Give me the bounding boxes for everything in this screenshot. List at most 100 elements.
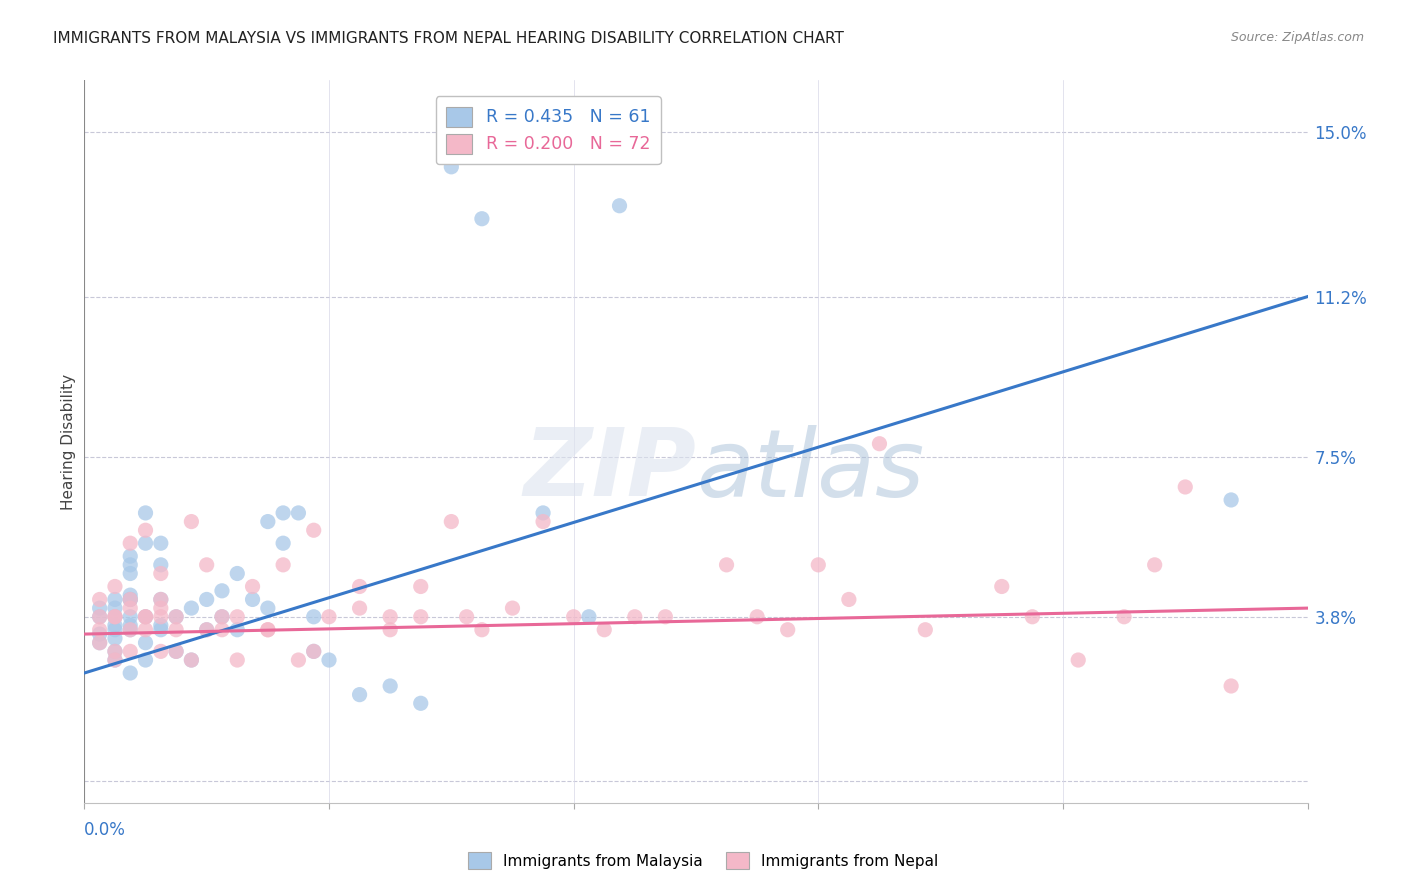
Point	[257, 623, 280, 637]
Point	[271, 558, 294, 572]
Point	[135, 609, 157, 624]
Point	[120, 566, 142, 581]
Point	[380, 609, 402, 624]
Point	[318, 609, 340, 624]
Point	[226, 623, 249, 637]
Point	[104, 623, 127, 637]
Point	[502, 601, 524, 615]
Point	[120, 588, 142, 602]
Point	[89, 636, 111, 650]
Point	[104, 644, 127, 658]
Point	[302, 644, 325, 658]
Point	[149, 601, 172, 615]
Point	[89, 627, 111, 641]
Point	[1143, 558, 1166, 572]
Text: 0.0%: 0.0%	[84, 822, 127, 839]
Point	[211, 583, 233, 598]
Point	[776, 623, 799, 637]
Point	[89, 609, 111, 624]
Point	[135, 609, 157, 624]
Point	[211, 609, 233, 624]
Point	[195, 592, 218, 607]
Point	[120, 601, 142, 615]
Point	[211, 609, 233, 624]
Point	[89, 601, 111, 615]
Point	[165, 609, 187, 624]
Point	[120, 623, 142, 637]
Point	[226, 653, 249, 667]
Point	[120, 549, 142, 564]
Point	[271, 506, 294, 520]
Point	[149, 592, 172, 607]
Point	[409, 579, 432, 593]
Point	[747, 609, 769, 624]
Legend: Immigrants from Malaysia, Immigrants from Nepal: Immigrants from Malaysia, Immigrants fro…	[461, 846, 945, 875]
Point	[120, 665, 142, 680]
Point	[440, 515, 463, 529]
Point	[120, 592, 142, 607]
Point	[471, 623, 494, 637]
Point	[104, 618, 127, 632]
Point	[409, 696, 432, 710]
Point	[120, 609, 142, 624]
Point	[578, 609, 600, 624]
Point	[287, 653, 309, 667]
Point	[531, 515, 554, 529]
Point	[104, 609, 127, 624]
Point	[120, 592, 142, 607]
Point	[149, 536, 172, 550]
Point	[104, 653, 127, 667]
Point	[716, 558, 738, 572]
Y-axis label: Hearing Disability: Hearing Disability	[60, 374, 76, 509]
Point	[349, 688, 371, 702]
Point	[104, 592, 127, 607]
Point	[211, 623, 233, 637]
Point	[135, 523, 157, 537]
Point	[135, 653, 157, 667]
Point	[624, 609, 647, 624]
Point	[302, 609, 325, 624]
Legend: R = 0.435   N = 61, R = 0.200   N = 72: R = 0.435 N = 61, R = 0.200 N = 72	[436, 96, 661, 164]
Point	[149, 618, 172, 632]
Point	[302, 523, 325, 537]
Point	[180, 653, 202, 667]
Point	[349, 579, 371, 593]
Point	[807, 558, 830, 572]
Point	[180, 601, 202, 615]
Text: atlas: atlas	[696, 425, 924, 516]
Point	[593, 623, 616, 637]
Point	[471, 211, 494, 226]
Point	[135, 506, 157, 520]
Point	[380, 679, 402, 693]
Point	[149, 623, 172, 637]
Point	[991, 579, 1014, 593]
Text: Source: ZipAtlas.com: Source: ZipAtlas.com	[1230, 31, 1364, 45]
Point	[120, 536, 142, 550]
Point	[104, 632, 127, 646]
Point	[104, 644, 127, 658]
Point	[149, 644, 172, 658]
Point	[257, 623, 280, 637]
Point	[180, 515, 202, 529]
Point	[104, 601, 127, 615]
Point	[226, 566, 249, 581]
Point	[562, 609, 585, 624]
Point	[195, 558, 218, 572]
Point	[195, 623, 218, 637]
Point	[165, 644, 187, 658]
Point	[1174, 480, 1197, 494]
Point	[180, 653, 202, 667]
Point	[120, 644, 142, 658]
Point	[195, 623, 218, 637]
Point	[531, 506, 554, 520]
Point	[149, 558, 172, 572]
Point	[440, 160, 463, 174]
Point	[287, 506, 309, 520]
Point	[1220, 679, 1243, 693]
Point	[104, 609, 127, 624]
Point	[165, 623, 187, 637]
Point	[654, 609, 676, 624]
Point	[869, 436, 891, 450]
Point	[242, 592, 264, 607]
Point	[104, 653, 127, 667]
